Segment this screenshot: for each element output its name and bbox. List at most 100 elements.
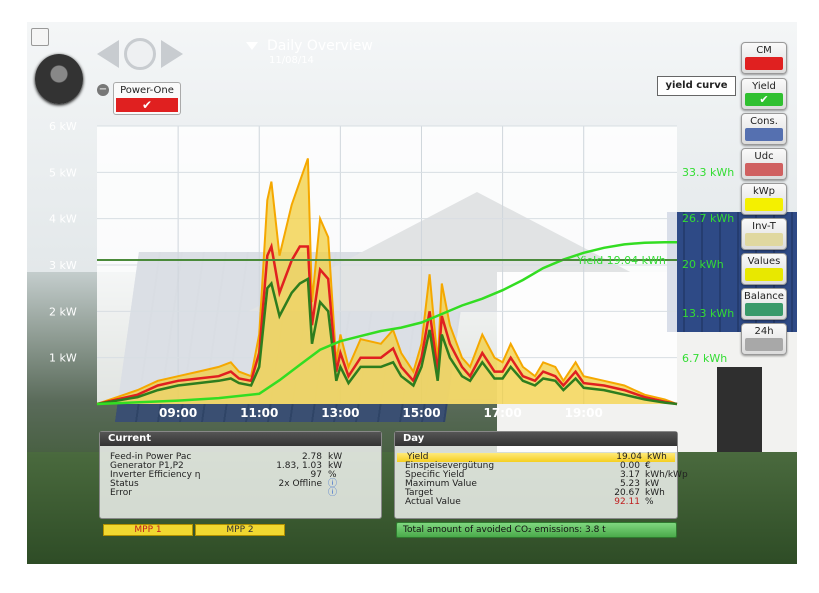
select-checkbox[interactable]: [31, 28, 49, 46]
side-button-swatch: [745, 303, 783, 316]
panel-row-value: 20.67: [614, 488, 640, 498]
x-tick-label: 13:00: [321, 406, 359, 420]
panel-row-label: Specific Yield: [405, 470, 465, 480]
panel-row: Einspeisevergütung 0.00 €: [395, 462, 677, 471]
series-line-feed-in-power-pac: [96, 276, 678, 406]
y-tick-label: 1 kW: [49, 352, 77, 365]
inverter-button[interactable]: Power-One ✔: [113, 82, 181, 115]
y-right-tick-label: 6.7 kWh: [682, 352, 727, 365]
side-button-yield[interactable]: Yield ✔: [741, 78, 787, 110]
x-tick-label: 09:00: [159, 406, 197, 420]
panel-row-value: 19.04: [616, 452, 642, 462]
panel-row-value: 2x Offline: [278, 479, 322, 489]
side-button-label: Values: [747, 256, 781, 267]
panel-row-label: Actual Value: [405, 497, 461, 507]
panel-row-unit: kW: [328, 452, 343, 462]
panel-row-value: 1.83, 1.03: [276, 461, 322, 471]
x-tick-label: 17:00: [483, 406, 521, 420]
minus-circle-icon[interactable]: −: [97, 84, 109, 96]
side-button-swatch: [745, 233, 783, 246]
info-icon[interactable]: ⓘ: [328, 479, 338, 489]
panel-row: Status 2x Offline ⓘ: [100, 480, 381, 489]
background-door: [717, 367, 762, 457]
panel-row-label: Error: [110, 488, 132, 498]
panel-row: Maximum Value 5.23 kW: [395, 480, 677, 489]
panel-row-value: 2.78: [301, 452, 322, 462]
side-button-balance[interactable]: Balance: [741, 288, 787, 320]
side-button-label: Cons.: [750, 116, 778, 127]
panel-row-label: Maximum Value: [405, 479, 477, 489]
legend-mpp2[interactable]: MPP 2: [195, 524, 285, 536]
series-line-yield: [96, 241, 677, 406]
side-button-values[interactable]: Values: [741, 253, 787, 285]
side-button-kwp[interactable]: kWp: [741, 183, 787, 215]
panel-row: Target 20.67 kWh: [395, 489, 677, 498]
side-button-label: Yield: [752, 81, 776, 92]
panel-row-label: Einspeisevergütung: [405, 461, 495, 471]
dashboard-stage: − Power-One ✔ Daily Overview 11/08/14 yi…: [27, 22, 797, 564]
panel-row-label: Generator P1,P2: [110, 461, 184, 471]
panel-row-unit: %: [328, 470, 337, 480]
side-button-swatch: [745, 57, 783, 70]
y-tick-label: 2 kW: [49, 305, 77, 318]
yield-chart: 1 kW 2 kW 3 kW 4 kW 5 kW 6 kW Yield 19.04 kWh 6…: [49, 120, 734, 420]
side-button-24h[interactable]: 24h: [741, 323, 787, 355]
y-tick-label: 5 kW: [49, 166, 77, 179]
info-icon[interactable]: ⓘ: [328, 488, 338, 498]
side-button-label: 24h: [754, 326, 774, 337]
panel-row-label: Feed-in Power Pac: [110, 452, 192, 462]
panel-row-unit: %: [645, 497, 654, 507]
triangle-left-icon[interactable]: [97, 40, 119, 68]
panel-row: Generator P1,P2 1.83, 1.03 kW: [100, 462, 381, 471]
co2-text: Total amount of avoided CO₂ emissions: 3…: [403, 525, 606, 535]
co2-banner: Total amount of avoided CO₂ emissions: 3…: [396, 522, 677, 538]
side-button-label: Inv-T: [752, 221, 776, 232]
panel-row-unit: kWh: [647, 452, 667, 462]
view-mode-button[interactable]: yield curve: [657, 76, 736, 96]
panel-row: Specific Yield 3.17 kWh/kWp: [395, 470, 688, 480]
panel-row-label: Status: [110, 479, 139, 489]
side-button-swatch: [745, 198, 783, 211]
panel-row-unit: kWh: [645, 488, 665, 498]
y-tick-label: 6 kW: [49, 120, 77, 133]
side-button-swatch: [745, 338, 783, 351]
current-panel: Current Feed-in Power Pac 2.78 kW Generator…: [99, 431, 382, 519]
side-button-label: CM: [756, 45, 772, 56]
panel-row-unit: kW: [328, 461, 343, 471]
side-button-cons[interactable]: Cons.: [741, 113, 787, 145]
day-panel: Day Yield 19.04 kWh Einspeisevergütung 0.00 €…: [394, 431, 688, 519]
y-right-tick-label: 20 kWh: [682, 258, 724, 271]
side-button-udc[interactable]: Udc: [741, 148, 787, 180]
panel-row: Actual Value 92.11%: [395, 498, 677, 507]
day-panel-title: Day: [395, 432, 677, 446]
side-button-swatch: [745, 128, 783, 141]
page-title: Daily Overview: [267, 38, 373, 54]
legend-mpp1[interactable]: MPP 1: [103, 524, 193, 536]
side-button-cm[interactable]: CM: [741, 42, 787, 74]
panel-row-value: 5.23: [619, 479, 640, 489]
panel-row: Feed-in Power Pac 2.78 kW: [100, 453, 381, 462]
side-button-label: kWp: [752, 186, 776, 197]
target-yield-label: Yield 19.04 kWh: [576, 254, 666, 267]
magnifier-icon[interactable]: [124, 38, 156, 70]
series-line-mpp2: [96, 158, 678, 405]
side-button-label: Balance: [744, 291, 784, 302]
x-tick-label: 15:00: [402, 406, 440, 420]
y-right-tick-label: 13.3 kWh: [682, 307, 734, 320]
side-button-inv-t[interactable]: Inv-T: [741, 218, 787, 250]
panel-row-unit: €: [645, 461, 651, 471]
panel-row-unit: kW: [645, 479, 660, 489]
inverter-checked-swatch: ✔: [116, 98, 178, 112]
current-panel-title: Current: [100, 432, 381, 446]
panel-row-label: Inverter Efficiency η: [110, 470, 201, 480]
y-tick-label: 4 kW: [49, 213, 77, 226]
inverter-label: Power-One: [120, 85, 174, 96]
panel-row: Inverter Efficiency η 97%: [100, 471, 381, 480]
panel-row: Yield 19.04 kWh: [397, 453, 675, 462]
series-area-mpp2: [97, 158, 677, 404]
triangle-down-icon[interactable]: [246, 42, 258, 50]
x-tick-label: 19:00: [565, 406, 603, 420]
triangle-right-icon[interactable]: [161, 40, 183, 68]
panel-row-value: 97: [310, 470, 322, 480]
panel-row-label: Yield: [407, 452, 429, 462]
